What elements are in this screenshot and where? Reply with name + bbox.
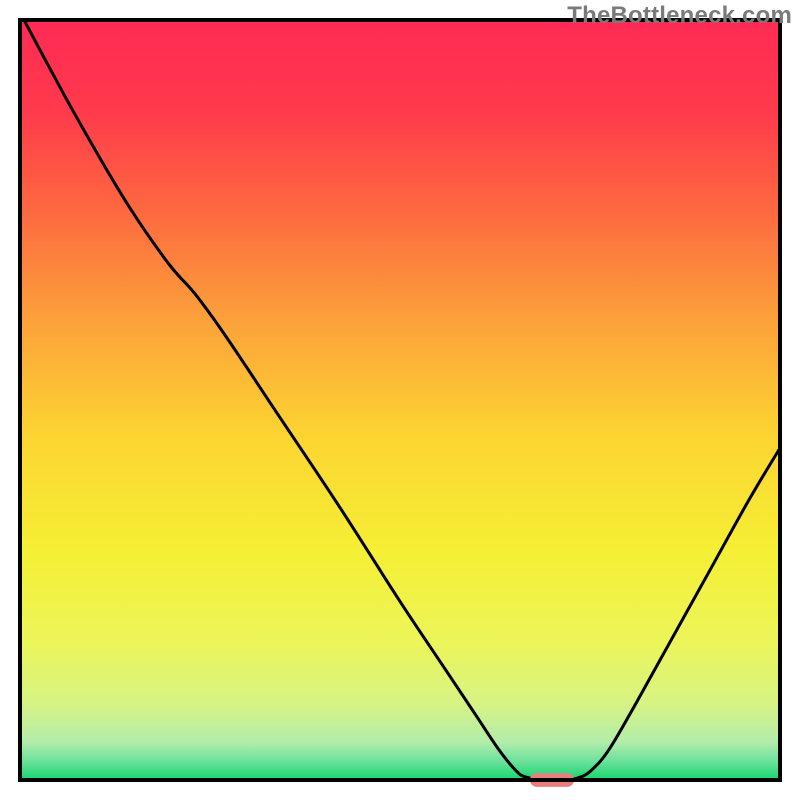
chart-svg	[0, 0, 800, 800]
watermark-text: TheBottleneck.com	[567, 2, 792, 30]
chart-container: TheBottleneck.com	[0, 0, 800, 800]
chart-background	[20, 20, 780, 780]
